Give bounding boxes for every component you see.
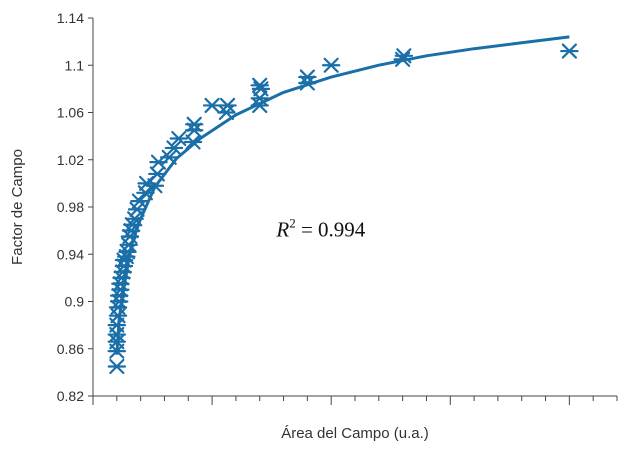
data-point xyxy=(250,97,269,114)
fit-curve xyxy=(115,35,570,355)
data-point xyxy=(250,77,269,93)
data-point xyxy=(107,358,127,375)
y-tick-label: 0.82 xyxy=(57,388,84,404)
x-axis-title: Área del Campo (u.a.) xyxy=(281,425,429,442)
axis-ticks: 0.82 0.86 0.9 0.94 0.98 1.02 1.06 1.1 1.14 xyxy=(57,10,618,405)
data-point xyxy=(394,48,414,64)
data-point xyxy=(107,334,127,350)
y-tick-label: 0.94 xyxy=(57,246,84,262)
data-point xyxy=(183,134,203,150)
r-symbol: R xyxy=(275,218,289,242)
y-tick-label: 1.06 xyxy=(57,105,84,121)
y-tick-label: 0.98 xyxy=(57,199,84,215)
data-point xyxy=(298,69,317,85)
data-point xyxy=(130,193,149,209)
y-tick-label: 1.02 xyxy=(57,152,84,168)
data-point xyxy=(560,43,579,59)
y-tick-label: 0.9 xyxy=(65,294,85,310)
y-axis-title: Factor de Campo xyxy=(9,149,26,265)
data-point xyxy=(202,97,222,114)
y-tick-label: 0.86 xyxy=(57,341,84,357)
data-point xyxy=(164,140,184,156)
data-point xyxy=(218,97,237,114)
r-squared-annotation: R2 = 0.994 xyxy=(275,216,365,242)
data-point xyxy=(125,211,144,227)
data-points xyxy=(107,43,579,375)
data-point xyxy=(127,201,147,217)
data-point xyxy=(169,130,188,147)
y-tick-label: 1.1 xyxy=(65,57,85,73)
axes xyxy=(92,18,617,397)
data-point xyxy=(321,57,341,73)
fit-curve-layer xyxy=(115,35,570,355)
y-tick-label: 1.14 xyxy=(57,10,84,26)
data-point xyxy=(159,149,179,165)
data-point xyxy=(185,116,204,132)
r-value: = 0.994 xyxy=(296,218,366,242)
r-superscript: 2 xyxy=(289,216,296,231)
data-point xyxy=(148,166,167,182)
